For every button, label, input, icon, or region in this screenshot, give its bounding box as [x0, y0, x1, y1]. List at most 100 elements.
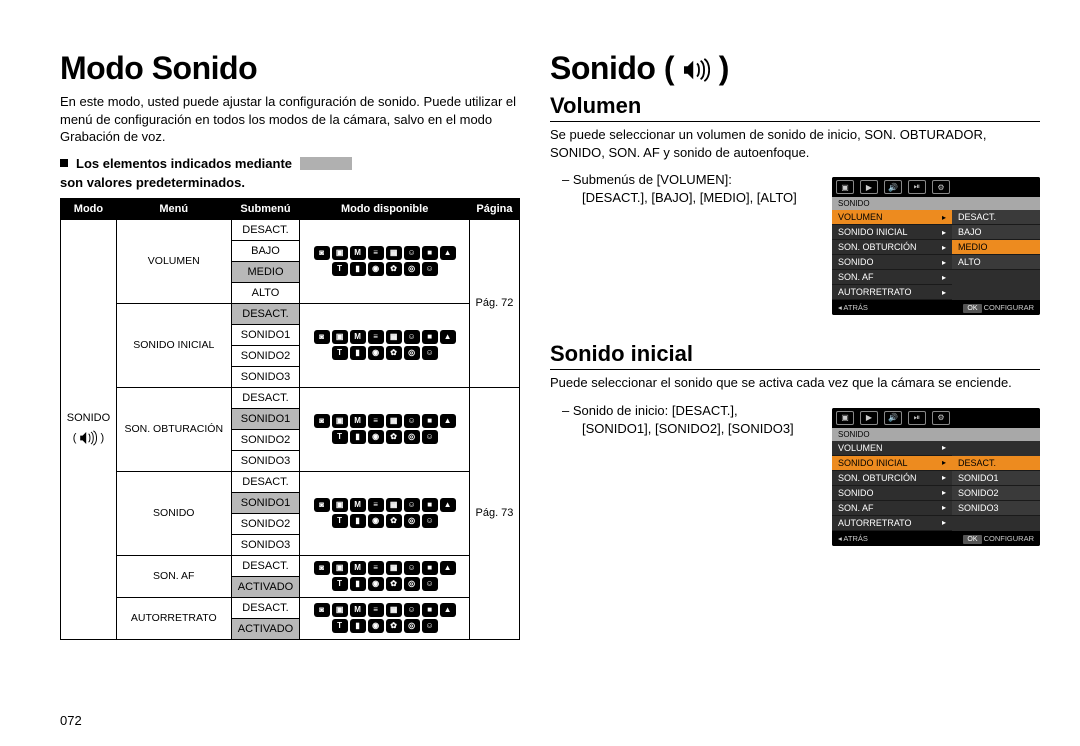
submenu-cell: SONIDO2: [231, 345, 300, 366]
submenu-cell: SONIDO2: [231, 429, 300, 450]
note-after: son valores predeterminados.: [60, 175, 245, 190]
mode-available-cell: ◙▣M≡▦☺■▲T▮◉✿◎☺: [300, 387, 470, 471]
mode-icon: M: [350, 498, 366, 512]
th-pagina: Página: [469, 198, 519, 219]
osd-tab-icon: ▣: [836, 411, 854, 425]
osd-screenshot-volumen: ▣▶🔊⏯⚙SONIDOVOLUMEN▸SONIDO INICIAL▸SON. O…: [832, 177, 1040, 315]
mode-icon: T: [332, 514, 348, 528]
osd-submenu-item: SONIDO1: [952, 471, 1040, 486]
mode-icon: ☺: [422, 577, 438, 591]
mode-icon: ▮: [350, 430, 366, 444]
osd-menu-item: AUTORRETRATO▸: [832, 285, 952, 300]
mode-available-cell: ◙▣M≡▦☺■▲T▮◉✿◎☺: [300, 555, 470, 597]
osd-menu-item: SON. AF▸: [832, 501, 952, 516]
mode-icon: ▣: [332, 603, 348, 617]
osd-footer: ◂ ATRÁSOK CONFIGURAR: [832, 300, 1040, 315]
mode-icon: ▦: [386, 498, 402, 512]
mode-icon: ☺: [404, 603, 420, 617]
mode-icon: ✿: [386, 577, 402, 591]
mode-icon: ◙: [314, 498, 330, 512]
osd-menu-item: SONIDO▸: [832, 255, 952, 270]
mode-icon: ▮: [350, 577, 366, 591]
mode-icon: T: [332, 619, 348, 633]
osd-menu-item: SONIDO▸: [832, 486, 952, 501]
sound-modes-table: Modo Menú Submenú Modo disponible Página…: [60, 198, 520, 640]
mode-available-cell: ◙▣M≡▦☺■▲T▮◉✿◎☺: [300, 597, 470, 639]
submenu-cell: SONIDO1: [231, 492, 300, 513]
mode-icon: T: [332, 430, 348, 444]
mode-icon: ◙: [314, 414, 330, 428]
osd-tab-bar: ▣▶🔊⏯⚙: [832, 177, 1040, 197]
osd-footer: ◂ ATRÁSOK CONFIGURAR: [832, 531, 1040, 546]
mode-icon: ◉: [368, 619, 384, 633]
mode-icon: ◎: [404, 514, 420, 528]
right-title: Sonido ( ): [550, 50, 1040, 87]
osd-tab-icon: 🔊: [884, 180, 902, 194]
mode-icon: T: [332, 577, 348, 591]
osd-section-label: SONIDO: [832, 428, 1040, 441]
submenu-cell: DESACT.: [231, 219, 300, 240]
table-row: SONIDODESACT.◙▣M≡▦☺■▲T▮◉✿◎☺: [61, 471, 520, 492]
submenu-cell: DESACT.: [231, 597, 300, 618]
osd-submenu-item: SONIDO3: [952, 501, 1040, 516]
page-number: 072: [60, 713, 82, 728]
left-title: Modo Sonido: [60, 50, 520, 87]
mode-icon: ◉: [368, 577, 384, 591]
osd-menu-item: SON. OBTURCIÓN▸: [832, 471, 952, 486]
osd-tab-icon: ⏯: [908, 180, 926, 194]
mode-icon: ☺: [422, 430, 438, 444]
mode-icon: T: [332, 262, 348, 276]
defaults-note: Los elementos indicados mediante son val…: [60, 156, 520, 190]
mode-icon: M: [350, 603, 366, 617]
mode-icon: ≡: [368, 414, 384, 428]
mode-icon: ▣: [332, 330, 348, 344]
sec2-subtext: – Sonido de inicio: [DESACT.], [SONIDO1]…: [550, 402, 820, 438]
th-modo: Modo: [61, 198, 117, 219]
submenu-cell: ACTIVADO: [231, 576, 300, 597]
table-row: SON. AFDESACT.◙▣M≡▦☺■▲T▮◉✿◎☺: [61, 555, 520, 576]
mode-icon: ▲: [440, 498, 456, 512]
mode-icon: ≡: [368, 246, 384, 260]
left-intro: En este modo, usted puede ajustar la con…: [60, 93, 520, 146]
mode-icon: ■: [422, 414, 438, 428]
mode-icon: ▲: [440, 561, 456, 575]
sec1-heading: Volumen: [550, 93, 1040, 122]
submenu-cell: ACTIVADO: [231, 618, 300, 639]
mode-icon: ✿: [386, 346, 402, 360]
mode-icon: ■: [422, 603, 438, 617]
mode-icon: ◙: [314, 330, 330, 344]
submenu-cell: SONIDO1: [231, 408, 300, 429]
mode-icons-grid: ◙▣M≡▦☺■▲T▮◉✿◎☺: [310, 601, 460, 635]
menu-cell: SON. AF: [116, 555, 231, 597]
mode-icon: ◉: [368, 262, 384, 276]
submenu-cell: SONIDO2: [231, 513, 300, 534]
osd-screenshot-sonido-inicial: ▣▶🔊⏯⚙SONIDOVOLUMEN▸SONIDO INICIAL▸SON. O…: [832, 408, 1040, 546]
mode-icon: ▦: [386, 603, 402, 617]
osd-submenu-item: DESACT.: [952, 456, 1040, 471]
mode-icon: M: [350, 414, 366, 428]
modo-cell: SONIDO( ): [61, 219, 117, 639]
menu-cell: SONIDO: [116, 471, 231, 555]
submenu-cell: SONIDO3: [231, 450, 300, 471]
mode-icon: ▦: [386, 330, 402, 344]
osd-menu-item: SONIDO INICIAL▸: [832, 225, 952, 240]
mode-icons-grid: ◙▣M≡▦☺■▲T▮◉✿◎☺: [310, 244, 460, 278]
submenu-cell: DESACT.: [231, 471, 300, 492]
mode-icon: ▲: [440, 330, 456, 344]
osd-submenu-item: BAJO: [952, 225, 1040, 240]
mode-icon: ≡: [368, 498, 384, 512]
mode-icon: ✿: [386, 619, 402, 633]
mode-available-cell: ◙▣M≡▦☺■▲T▮◉✿◎☺: [300, 303, 470, 387]
sec2-heading: Sonido inicial: [550, 341, 1040, 370]
mode-icon: ✿: [386, 430, 402, 444]
osd-menu-item: VOLUMEN▸: [832, 210, 952, 225]
mode-icon: ◙: [314, 603, 330, 617]
mode-icon: ☺: [422, 262, 438, 276]
osd-submenu-item: MEDIO: [952, 240, 1040, 255]
mode-icon: ▮: [350, 514, 366, 528]
mode-icon: ▦: [386, 561, 402, 575]
mode-icon: ▲: [440, 414, 456, 428]
mode-icon: ◎: [404, 577, 420, 591]
mode-icon: ◉: [368, 514, 384, 528]
osd-tab-bar: ▣▶🔊⏯⚙: [832, 408, 1040, 428]
